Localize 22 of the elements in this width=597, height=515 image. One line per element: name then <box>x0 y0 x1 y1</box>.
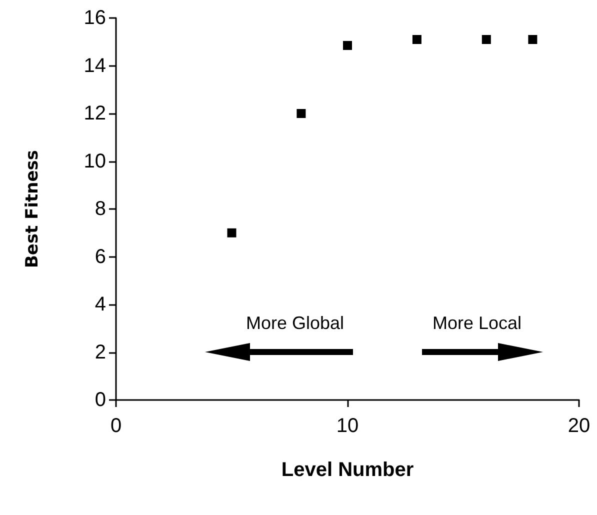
x-tick-label: 20 <box>568 415 590 437</box>
y-tick-label: 0 <box>94 389 106 411</box>
annotation: More Local <box>432 313 522 333</box>
y-tick-label: 4 <box>94 294 106 316</box>
y-tick-label: 12 <box>84 102 106 124</box>
point <box>482 34 491 44</box>
annotation: More Global <box>246 313 344 333</box>
y-tick-label: 8 <box>94 198 106 220</box>
x-tick-label: 0 <box>110 415 122 437</box>
point <box>227 228 236 238</box>
y-axis-title: Best Fitness <box>22 150 42 268</box>
y-tick-label: 10 <box>84 150 106 172</box>
point <box>296 109 306 118</box>
point <box>343 40 352 50</box>
y-tick-label: 14 <box>84 54 106 77</box>
x-tick-label: 10 <box>336 415 359 437</box>
y-tick-label: 6 <box>94 246 106 268</box>
point <box>528 34 538 44</box>
y-tick-label: 16 <box>84 7 106 29</box>
point <box>412 34 422 44</box>
y-tick-label: 2 <box>94 341 106 364</box>
x-axis-title: Level Number <box>281 459 414 481</box>
